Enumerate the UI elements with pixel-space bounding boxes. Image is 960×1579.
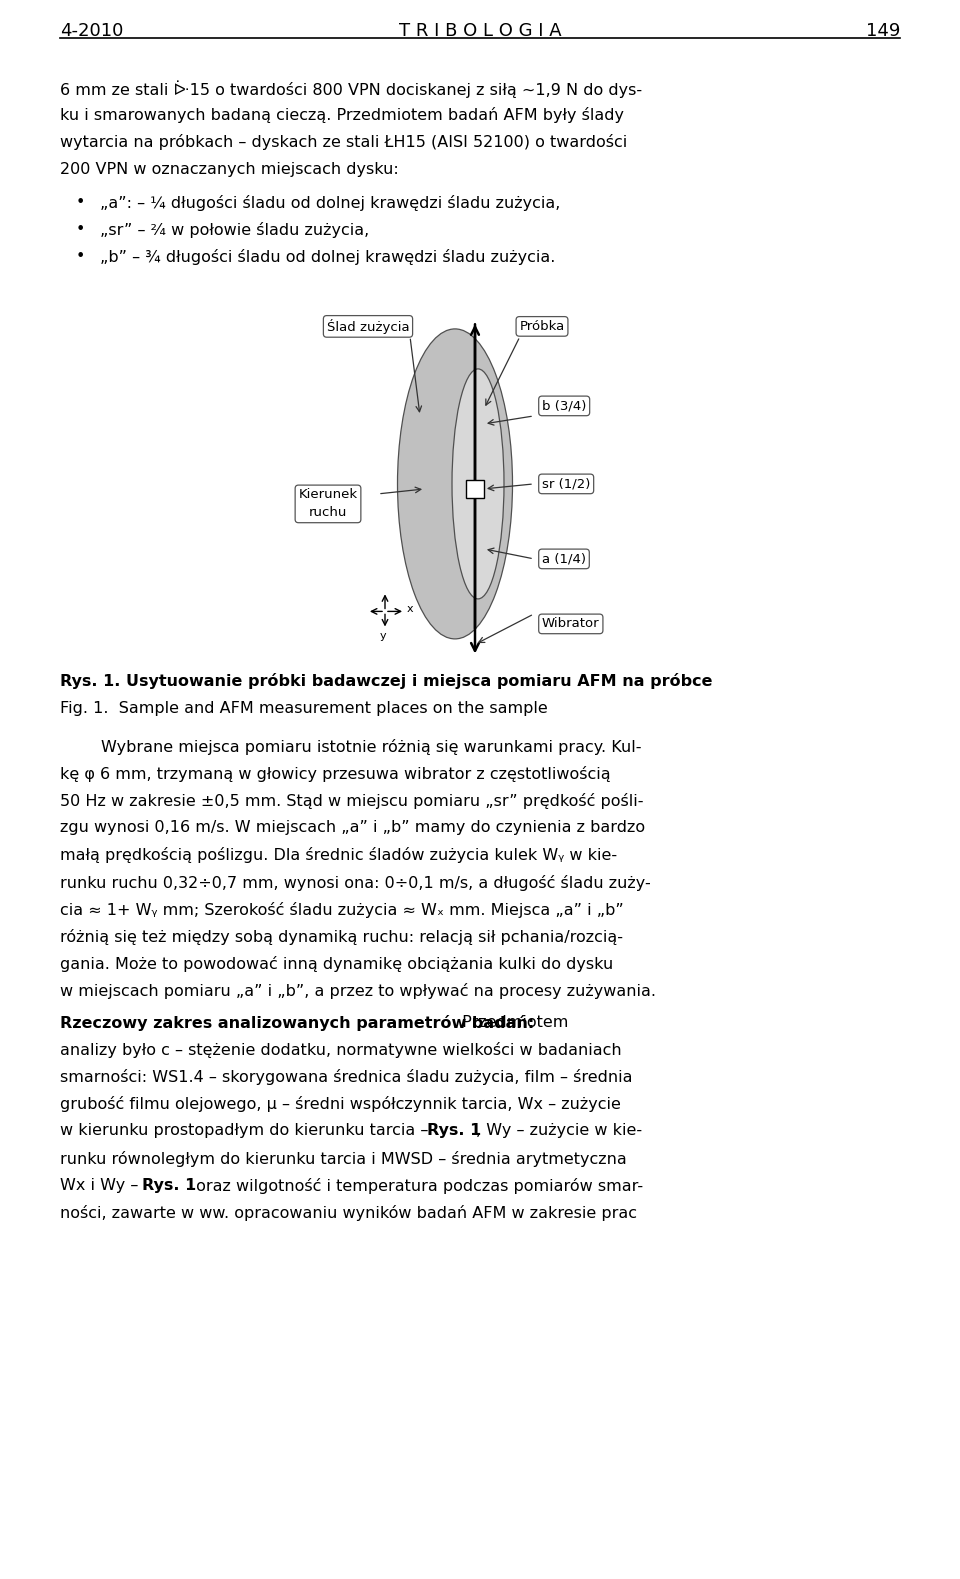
Text: x: x xyxy=(407,605,414,614)
Text: Przedmiotem: Przedmiotem xyxy=(457,1015,568,1030)
Text: w kierunku prostopadłym do kierunku tarcia –: w kierunku prostopadłym do kierunku tarc… xyxy=(60,1124,434,1138)
Text: 6 mm ze stali ᐕ15 o twardości 800 VPN dociskanej z siłą ~1,9 N do dys-: 6 mm ze stali ᐕ15 o twardości 800 VPN do… xyxy=(60,81,642,98)
Text: w miejscach pomiaru „a” i „b”, a przez to wpływać na procesy zużywania.: w miejscach pomiaru „a” i „b”, a przez t… xyxy=(60,984,656,1000)
Text: b (3/4): b (3/4) xyxy=(542,399,587,412)
Text: zgu wynosi 0,16 m/s. W miejscach „a” i „b” mamy do czynienia z bardzo: zgu wynosi 0,16 m/s. W miejscach „a” i „… xyxy=(60,820,645,835)
Text: ności, zawarte w ww. opracowaniu wyników badań AFM w zakresie prac: ności, zawarte w ww. opracowaniu wyników… xyxy=(60,1205,637,1221)
Ellipse shape xyxy=(452,369,504,598)
Text: Wybrane miejsca pomiaru istotnie różnią się warunkami pracy. Kul-: Wybrane miejsca pomiaru istotnie różnią … xyxy=(60,739,641,755)
Text: „b” – ¾ długości śladu od dolnej krawędzi śladu zużycia.: „b” – ¾ długości śladu od dolnej krawędz… xyxy=(100,249,556,265)
Text: y: y xyxy=(380,632,386,641)
Text: kę φ 6 mm, trzymaną w głowicy przesuwa wibrator z częstotliwością: kę φ 6 mm, trzymaną w głowicy przesuwa w… xyxy=(60,766,611,782)
Text: Kierunek
ruchu: Kierunek ruchu xyxy=(299,488,357,519)
Text: gania. Może to powodować inną dynamikę obciążania kulki do dysku: gania. Może to powodować inną dynamikę o… xyxy=(60,957,613,973)
Text: różnią się też między sobą dynamiką ruchu: relacją sił pchania/rozcią-: różnią się też między sobą dynamiką ruch… xyxy=(60,928,623,946)
Text: Próbka: Próbka xyxy=(519,321,564,333)
Text: analizy było c – stężenie dodatku, normatywne wielkości w badaniach: analizy było c – stężenie dodatku, norma… xyxy=(60,1042,622,1058)
Text: T R I B O L O G I A: T R I B O L O G I A xyxy=(398,22,562,39)
Ellipse shape xyxy=(397,328,513,639)
Text: runku ruchu 0,32÷0,7 mm, wynosi ona: 0÷0,1 m/s, a długość śladu zuży-: runku ruchu 0,32÷0,7 mm, wynosi ona: 0÷0… xyxy=(60,875,651,891)
Text: Wibrator: Wibrator xyxy=(542,617,600,630)
Text: a (1/4): a (1/4) xyxy=(542,553,586,565)
Text: •: • xyxy=(75,194,84,210)
Text: Rys. 1: Rys. 1 xyxy=(142,1178,196,1192)
Text: Ślad zużycia: Ślad zużycia xyxy=(326,319,409,333)
Text: ku i smarowanych badaną cieczą. Przedmiotem badań AFM były ślady: ku i smarowanych badaną cieczą. Przedmio… xyxy=(60,107,624,123)
Text: „sr” – ²⁄₄ w połowie śladu zużycia,: „sr” – ²⁄₄ w połowie śladu zużycia, xyxy=(100,223,370,238)
Text: •: • xyxy=(75,223,84,237)
FancyBboxPatch shape xyxy=(466,480,484,497)
Text: małą prędkością poślizgu. Dla średnic śladów zużycia kulek Wᵧ w kie-: małą prędkością poślizgu. Dla średnic śl… xyxy=(60,848,617,864)
Text: Rys. 1: Rys. 1 xyxy=(427,1124,482,1138)
Text: oraz wilgotność i temperatura podczas pomiarów smar-: oraz wilgotność i temperatura podczas po… xyxy=(191,1178,643,1194)
Text: cia ≈ 1+ Wᵧ mm; Szerokość śladu zużycia ≈ Wₓ mm. Miejsca „a” i „b”: cia ≈ 1+ Wᵧ mm; Szerokość śladu zużycia … xyxy=(60,902,624,917)
Text: 4-2010: 4-2010 xyxy=(60,22,124,39)
Text: sr (1/2): sr (1/2) xyxy=(542,477,590,491)
Text: 200 VPN w oznaczanych miejscach dysku:: 200 VPN w oznaczanych miejscach dysku: xyxy=(60,161,398,177)
Text: 50 Hz w zakresie ±0,5 mm. Stąd w miejscu pomiaru „sr” prędkość pośli-: 50 Hz w zakresie ±0,5 mm. Stąd w miejscu… xyxy=(60,793,643,808)
Text: smarności: WS1.4 – skorygowana średnica śladu zużycia, film – średnia: smarności: WS1.4 – skorygowana średnica … xyxy=(60,1069,633,1085)
Text: , Wy – zużycie w kie-: , Wy – zużycie w kie- xyxy=(476,1124,642,1138)
Text: grubość filmu olejowego, μ – średni współczynnik tarcia, Wx – zużycie: grubość filmu olejowego, μ – średni wspó… xyxy=(60,1096,621,1112)
Text: runku równoległym do kierunku tarcia i MWSD – średnia arytmetyczna: runku równoległym do kierunku tarcia i M… xyxy=(60,1151,627,1167)
Text: „a”: – ¼ długości śladu od dolnej krawędzi śladu zużycia,: „a”: – ¼ długości śladu od dolnej krawęd… xyxy=(100,194,561,212)
Text: Rys. 1. Usytuowanie próbki badawczej i miejsca pomiaru AFM na próbce: Rys. 1. Usytuowanie próbki badawczej i m… xyxy=(60,673,712,690)
Text: 149: 149 xyxy=(866,22,900,39)
Text: wytarcia na próbkach – dyskach ze stali ŁH15 (AISI 52100) o twardości: wytarcia na próbkach – dyskach ze stali … xyxy=(60,134,627,150)
Text: Wx i Wy –: Wx i Wy – xyxy=(60,1178,143,1192)
Text: Fig. 1.  Sample and AFM measurement places on the sample: Fig. 1. Sample and AFM measurement place… xyxy=(60,701,548,715)
Text: •: • xyxy=(75,249,84,264)
Text: Rzeczowy zakres analizowanych parametrów badań:: Rzeczowy zakres analizowanych parametrów… xyxy=(60,1015,535,1031)
